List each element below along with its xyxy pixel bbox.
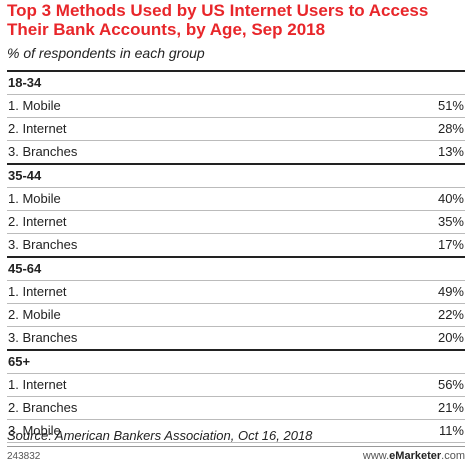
group-header: 65+ <box>7 351 465 374</box>
row-value: 22% <box>437 307 464 322</box>
footer-divider <box>7 446 465 447</box>
row-value: 20% <box>437 330 464 345</box>
row-label: 1. Mobile <box>8 98 61 113</box>
row-value: 11% <box>438 423 464 438</box>
brand-name: eMarketer <box>389 450 442 462</box>
row-value: 51% <box>437 98 464 113</box>
row-value: 40% <box>437 191 464 206</box>
brand-suffix: .com <box>441 450 465 462</box>
row-value: 21% <box>437 400 464 415</box>
group-header: 45-64 <box>7 258 465 281</box>
table-row: 2. Mobile 22% <box>7 304 465 327</box>
chart-id: 243832 <box>7 451 41 462</box>
brand-link[interactable]: www.eMarketer.com <box>363 449 465 463</box>
chart-subtitle: % of respondents in each group <box>7 45 205 61</box>
row-label: 1. Mobile <box>8 191 61 206</box>
table-row: 2. Internet 28% <box>7 118 465 141</box>
row-value: 49% <box>437 284 464 299</box>
row-label: 3. Branches <box>8 144 78 159</box>
row-label: 1. Internet <box>8 377 67 392</box>
brand-prefix: www. <box>362 450 390 462</box>
table-row: 1. Internet 56% <box>7 374 465 397</box>
row-value: 17% <box>437 237 464 252</box>
row-label: 2. Internet <box>8 121 67 136</box>
row-label: 3. Mobile <box>8 423 61 438</box>
data-table: 18-34 1. Mobile 51% 2. Internet 28% 3. Branch… <box>7 70 465 443</box>
row-label: 3. Branches <box>8 237 78 252</box>
group-header: 35-44 <box>7 165 465 188</box>
row-label: 2. Internet <box>8 214 67 229</box>
age-group-3: 65+ 1. Internet 56% 2. Branches 21% 3. Mobile… <box>7 351 465 443</box>
table-row: 3. Branches 20% <box>7 327 465 351</box>
chart-title: Top 3 Methods Used by US Internet Users … <box>7 1 429 39</box>
row-label: 3. Branches <box>8 330 78 345</box>
row-value: 13% <box>437 144 464 159</box>
table-row: 3. Mobile 11% <box>7 420 465 443</box>
table-row: 2. Branches 21% <box>7 397 465 420</box>
row-label: 2. Branches <box>8 400 78 415</box>
row-label: 1. Internet <box>8 284 67 299</box>
row-label: 2. Mobile <box>8 307 61 322</box>
row-value: 35% <box>437 214 464 229</box>
age-group-0: 18-34 1. Mobile 51% 2. Internet 28% 3. Branch… <box>7 72 465 165</box>
table-row: 1. Mobile 51% <box>7 95 465 118</box>
age-group-1: 35-44 1. Mobile 40% 2. Internet 35% 3. Branch… <box>7 165 465 258</box>
table-row: 2. Internet 35% <box>7 211 465 234</box>
group-header: 18-34 <box>7 72 465 95</box>
table-row: 3. Branches 13% <box>7 141 465 165</box>
table-row: 1. Internet 49% <box>7 281 465 304</box>
source-note: Source: American Bankers Association, Oc… <box>7 428 313 443</box>
row-value: 28% <box>437 121 464 136</box>
age-group-2: 45-64 1. Internet 49% 2. Mobile 22% 3. Branch… <box>7 258 465 351</box>
row-value: 56% <box>437 377 464 392</box>
table-row: 1. Mobile 40% <box>7 188 465 211</box>
table-row: 3. Branches 17% <box>7 234 465 258</box>
